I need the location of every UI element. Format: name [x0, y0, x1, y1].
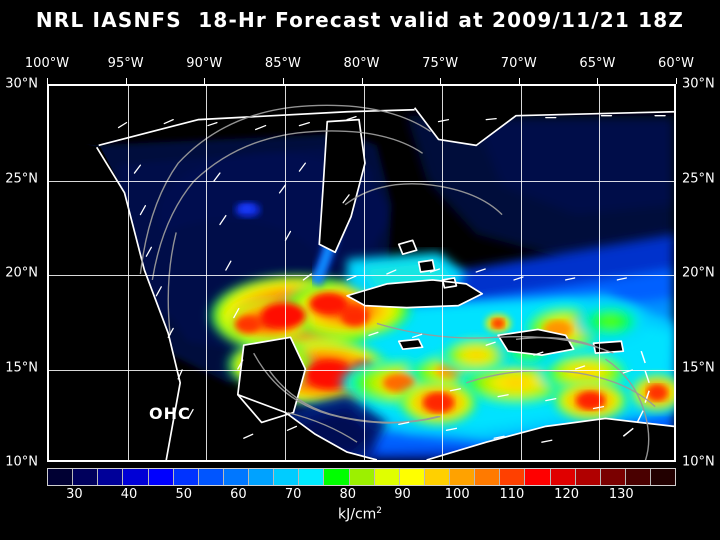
longitude-label: 95°W [107, 56, 144, 71]
colorbar-units-label: kJ/cm2 [0, 506, 720, 523]
colorbar-block [500, 469, 526, 485]
colorbar-block [424, 469, 450, 485]
longitude-label: 100°W [24, 56, 70, 71]
gridline-parallel [49, 275, 674, 276]
coastline [95, 107, 674, 460]
colorbar-tick-label: 50 [175, 487, 193, 502]
colorbar-block [324, 469, 350, 485]
colorbar-block [123, 469, 149, 485]
longitude-tick [125, 78, 127, 84]
gridline-meridian [284, 86, 286, 460]
colorbar-block [299, 469, 325, 485]
colorbar-block [450, 469, 476, 485]
colorbar-block [249, 469, 275, 485]
colorbar-block [274, 469, 300, 485]
longitude-label: 80°W [343, 56, 380, 71]
colorbar-block [48, 469, 74, 485]
colorbar-block [475, 469, 501, 485]
colorbar-units-text: kJ/cm [337, 506, 377, 523]
longitude-tick [597, 78, 599, 84]
colorbar-tick-label: 130 [608, 487, 634, 502]
colorbar-block [173, 469, 199, 485]
colorbar-block [73, 469, 99, 485]
colorbar-block [223, 469, 249, 485]
colorbar-block [625, 469, 651, 485]
longitude-tick [440, 78, 442, 84]
gridline-meridian [363, 86, 365, 460]
colorbar [47, 468, 676, 486]
colorbar-block [98, 469, 124, 485]
colorbar-ticks: 30 40 50 60 70 80 90 100 110 120 130 [47, 487, 676, 505]
colorbar-tick-label: 80 [339, 487, 357, 502]
ohc-heatmap-field [49, 86, 674, 460]
colorbar-block [550, 469, 576, 485]
latitude-label-left: 20°N [5, 265, 38, 281]
colorbar-block [399, 469, 425, 485]
latitude-label-right: 15°N [682, 360, 715, 375]
longitude-label: 70°W [500, 56, 537, 71]
gridline-meridian [442, 86, 444, 460]
longitude-label: 90°W [186, 56, 223, 71]
longitude-tick [282, 78, 284, 84]
colorbar-block [349, 469, 375, 485]
longitude-tick [204, 78, 206, 84]
current-vectors [117, 115, 666, 443]
gridline-parallel [49, 369, 674, 371]
longitude-label: 75°W [422, 56, 459, 71]
colorbar-tick-label: 110 [499, 487, 525, 502]
colorbar-block [575, 469, 601, 485]
gridline-meridian [206, 86, 208, 460]
map-plot-area[interactable]: OHC [47, 84, 676, 462]
latitude-label-right: 30°N [682, 76, 715, 92]
longitude-label: 65°W [579, 56, 616, 71]
colorbar-block [600, 469, 626, 485]
colorbar-block [198, 469, 224, 485]
colorbar-tick-label: 120 [554, 487, 580, 502]
gridline-parallel [49, 180, 674, 182]
latitude-label-right: 25°N [682, 171, 715, 186]
colorbar-tick-label: 90 [394, 487, 411, 502]
colorbar-block [148, 469, 174, 485]
longitude-label: 60°W [658, 56, 694, 71]
colorbar-block [651, 469, 676, 485]
colorbar-tick-label: 40 [120, 487, 138, 502]
longitude-tick [361, 78, 363, 84]
longitude-tick [518, 78, 520, 84]
longitude-tick [47, 78, 48, 84]
page-title: NRL IASNFS 18-Hr Forecast valid at 2009/… [35, 8, 685, 32]
gridline-meridian [520, 86, 522, 460]
latitude-label-left: 25°N [5, 171, 38, 186]
bathymetry-contour [139, 104, 656, 460]
ohc-raster [49, 86, 674, 460]
gridline-meridian [599, 86, 601, 460]
latitude-label-right: 20°N [682, 265, 715, 281]
colorbar-tick-label: 60 [230, 487, 247, 502]
colorbar-block [374, 469, 400, 485]
colorbar-units-exponent: 2 [376, 506, 383, 516]
longitude-label: 85°W [264, 56, 301, 71]
colorbar-block [525, 469, 551, 485]
latitude-label-right: 10°N [682, 454, 715, 470]
ohc-annotation: OHC [149, 404, 191, 423]
longitude-tick [676, 78, 677, 84]
latitude-label-left: 10°N [5, 454, 38, 470]
latitude-label-left: 30°N [5, 76, 38, 92]
colorbar-tick-label: 30 [66, 487, 83, 502]
colorbar-tick-label: 70 [284, 487, 302, 502]
colorbar-tick-label: 100 [444, 487, 470, 502]
gridline-meridian [127, 86, 129, 460]
latitude-label-left: 15°N [5, 360, 38, 375]
